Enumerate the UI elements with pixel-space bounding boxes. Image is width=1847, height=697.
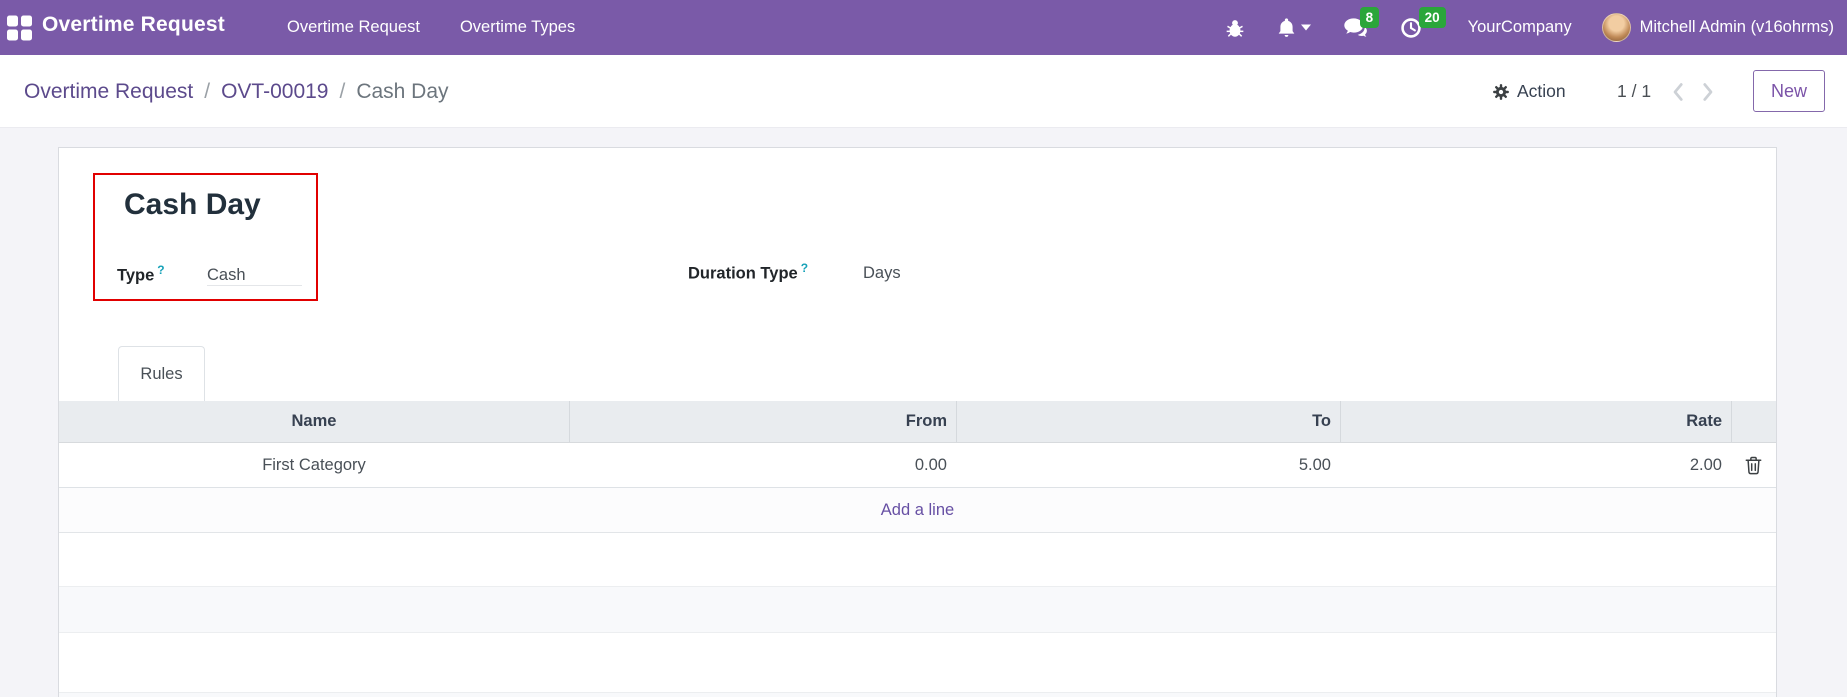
column-header-to[interactable]: To	[956, 401, 1340, 442]
pager-next-icon[interactable]	[1702, 55, 1715, 128]
company-switcher[interactable]: YourCompany	[1467, 18, 1572, 36]
duration-type-value[interactable]: Days	[863, 264, 901, 283]
app-title[interactable]: Overtime Request	[42, 13, 225, 36]
action-menu-button[interactable]: Action	[1492, 55, 1566, 128]
empty-row	[59, 693, 1776, 697]
cell-to[interactable]: 5.00	[1298, 455, 1331, 474]
breadcrumb-separator: /	[339, 79, 346, 103]
activities-count-badge[interactable]: 20	[1418, 6, 1446, 28]
notifications-bell-icon[interactable]	[1277, 17, 1311, 38]
user-menu[interactable]: Mitchell Admin (v16ohrms)	[1639, 18, 1834, 36]
empty-row	[59, 533, 1776, 587]
table-row[interactable]: First Category 0.00 5.00 2.00	[59, 443, 1776, 488]
trash-icon	[1745, 456, 1762, 475]
column-header-from[interactable]: From	[569, 401, 956, 442]
empty-row	[59, 633, 1776, 693]
pager-previous-icon[interactable]	[1671, 55, 1684, 128]
breadcrumb-separator: /	[204, 79, 211, 103]
messages-count-badge[interactable]: 8	[1359, 7, 1380, 28]
help-question-mark[interactable]: ?	[157, 263, 165, 277]
column-header-name[interactable]: Name	[291, 412, 337, 430]
messages-icon[interactable]: 8	[1343, 7, 1380, 38]
form-sheet: Cash Day Type? Cash Duration Type? Days …	[58, 147, 1777, 697]
field-duration-type: Duration Type? Days	[688, 261, 901, 285]
action-label: Action	[1517, 81, 1566, 101]
breadcrumb-current: Cash Day	[356, 79, 449, 103]
help-question-mark[interactable]: ?	[800, 261, 809, 275]
breadcrumb: Overtime Request / OVT-00019 / Cash Day	[24, 55, 449, 128]
rules-table-header: Name From To Rate	[59, 401, 1776, 443]
cell-rate[interactable]: 2.00	[1689, 455, 1722, 474]
navbar-systray: 8 20 YourCompany Mitchell Admin (v16ohrm…	[1225, 0, 1834, 55]
tab-rules[interactable]: Rules	[118, 346, 205, 401]
menu-overtime-types[interactable]: Overtime Types	[459, 18, 576, 36]
type-label: Type	[117, 266, 155, 285]
new-button[interactable]: New	[1753, 70, 1825, 112]
debug-bug-icon[interactable]	[1225, 18, 1245, 38]
column-header-actions	[1731, 401, 1776, 442]
apps-menu-icon[interactable]	[6, 14, 34, 42]
pager-value: 1 / 1	[1617, 81, 1652, 101]
add-a-line-link[interactable]: Add a line	[880, 500, 955, 519]
main-menu: Overtime Request Overtime Types	[287, 0, 575, 55]
delete-row-button[interactable]	[1731, 443, 1776, 487]
user-avatar[interactable]	[1601, 13, 1631, 42]
breadcrumb-root-link[interactable]: Overtime Request	[24, 79, 194, 103]
cell-name[interactable]: First Category	[262, 455, 366, 474]
record-title[interactable]: Cash Day	[124, 188, 261, 221]
cell-from[interactable]: 0.00	[914, 455, 947, 474]
duration-type-label: Duration Type	[688, 264, 798, 283]
empty-row	[59, 587, 1776, 633]
caret-down-icon	[1300, 24, 1311, 31]
highlight-rectangle: Cash Day Type? Cash	[93, 173, 318, 301]
type-value[interactable]: Cash	[207, 266, 302, 287]
activities-clock-icon[interactable]: 20	[1400, 6, 1446, 39]
breadcrumb-record-link[interactable]: OVT-00019	[221, 79, 329, 103]
field-type: Type? Cash	[117, 263, 302, 287]
top-navbar: Overtime Request Overtime Request Overti…	[0, 0, 1847, 55]
add-line-row: Add a line	[59, 488, 1776, 533]
rules-list: Name From To Rate First Category 0.00 5.…	[59, 401, 1776, 697]
column-header-rate[interactable]: Rate	[1340, 401, 1731, 442]
control-panel: Overtime Request / OVT-00019 / Cash Day …	[0, 55, 1847, 128]
menu-overtime-request[interactable]: Overtime Request	[287, 18, 420, 36]
gear-icon	[1492, 83, 1510, 101]
